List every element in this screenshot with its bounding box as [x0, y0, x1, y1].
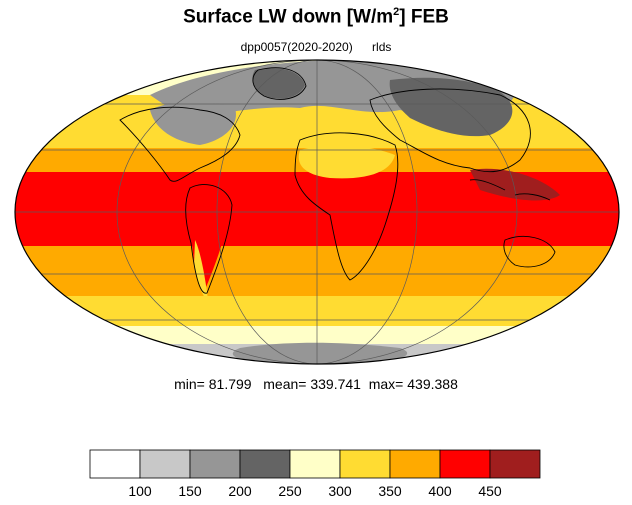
chart-subtitle: dpp0057(2020-2020) rlds: [0, 40, 632, 54]
field-layer: [15, 60, 619, 364]
graticule: [15, 60, 619, 364]
title-superscript: 2: [393, 6, 400, 18]
colorbar-tick-label: 300: [328, 483, 352, 499]
colorbar-tick-label: 350: [378, 483, 402, 499]
stat-min-label: min=: [174, 376, 205, 392]
stat-mean-value: 339.741: [310, 376, 361, 392]
colorbar-tick-label: 450: [478, 483, 502, 499]
region-sahara: [298, 145, 395, 179]
subtitle-variable: rlds: [372, 40, 392, 54]
colorbar-box: [139, 449, 191, 479]
colorbar-tick-label: 200: [228, 483, 252, 499]
colorbar-box: [439, 449, 491, 479]
colorbar-box: [89, 449, 141, 479]
colorbar-box: [489, 449, 541, 479]
colorbar-tick-label: 150: [178, 483, 202, 499]
title-main: Surface LW down [W/m: [183, 6, 394, 28]
region-maritime-continent: [470, 168, 560, 201]
colorbar-tick-label: 250: [278, 483, 302, 499]
colorbar-box: [189, 449, 241, 479]
band-south-mid: [15, 296, 619, 328]
stat-min-value: 81.799: [208, 376, 252, 392]
region-andes-cool: [194, 240, 208, 300]
colorbar-tick-label: 400: [428, 483, 452, 499]
colorbar-tick-label: 100: [128, 483, 152, 499]
stat-max-label: max=: [368, 376, 404, 392]
colorbar-box: [339, 449, 391, 479]
globe-outline: [14, 59, 620, 365]
statistics-line: min= 81.799 mean= 339.741 max= 439.388: [0, 376, 632, 392]
colorbar-box: [239, 449, 291, 479]
mollweide-map: [14, 59, 620, 365]
region-siberia-cold: [389, 77, 513, 137]
stat-max-value: 439.388: [407, 376, 458, 392]
colorbar-box: [389, 449, 441, 479]
region-antarctica-cold: [232, 342, 408, 364]
colorbar-labels: 100 150 200 250 300 350 400 450: [128, 483, 502, 499]
colorbar: 100 150 200 250 300 350 400 450: [89, 449, 541, 499]
chart-title: Surface LW down [W/m2] FEB: [0, 6, 632, 28]
subtitle-experiment: dpp0057(2020-2020): [240, 40, 353, 54]
title-suffix: ] FEB: [399, 6, 449, 28]
stat-mean-label: mean=: [263, 376, 307, 392]
colorbar-boxes: [89, 449, 541, 479]
region-greenland-cold: [252, 68, 305, 99]
coastlines: [119, 67, 556, 294]
colorbar-box: [289, 449, 341, 479]
band-south-subtropic: [15, 246, 619, 300]
